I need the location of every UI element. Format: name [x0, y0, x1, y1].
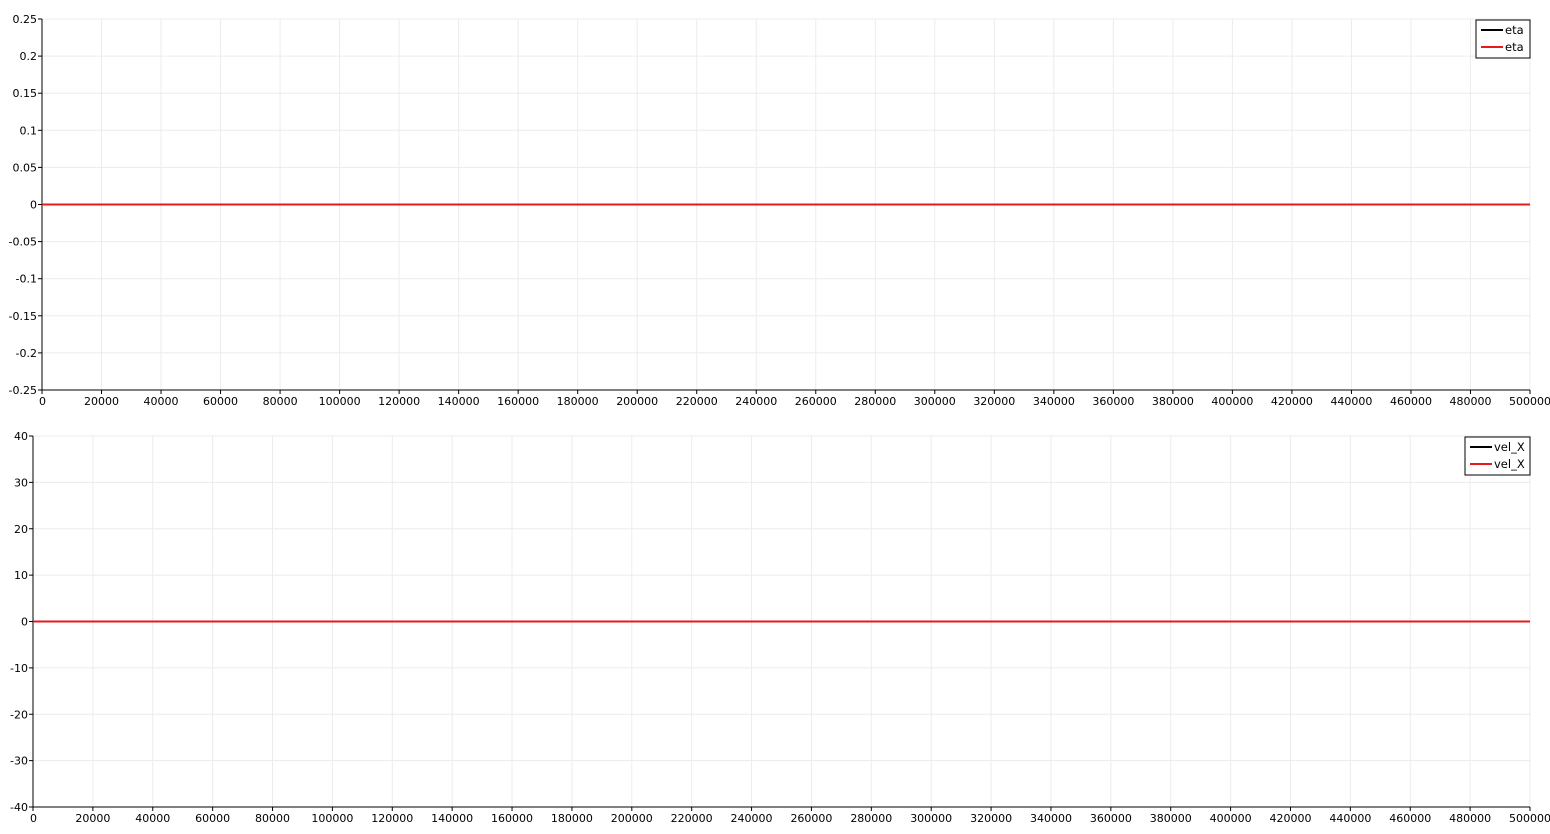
x-tick-label: 60000: [203, 395, 238, 408]
y-tick-label: -0.15: [9, 310, 37, 323]
legend-label: vel_X: [1494, 457, 1525, 471]
x-tick-label: 200000: [611, 812, 653, 825]
x-tick-label: 140000: [438, 395, 480, 408]
x-tick-label: 0: [39, 395, 46, 408]
y-tick-label: -0.1: [16, 273, 37, 286]
y-tick-label: -40: [10, 801, 28, 814]
x-tick-label: 100000: [319, 395, 361, 408]
x-tick-label: 400000: [1211, 395, 1253, 408]
legend-label: eta: [1505, 40, 1524, 54]
x-tick-label: 100000: [311, 812, 353, 825]
legend-label: eta: [1505, 23, 1524, 37]
x-tick-label: 440000: [1330, 395, 1372, 408]
y-tick-label: 0.25: [13, 13, 38, 26]
x-tick-label: 240000: [731, 812, 773, 825]
y-tick-label: 0.15: [13, 87, 38, 100]
x-tick-label: 220000: [671, 812, 713, 825]
x-tick-label: 400000: [1210, 812, 1252, 825]
x-tick-label: 40000: [144, 395, 179, 408]
x-tick-label: 480000: [1449, 395, 1491, 408]
y-tick-label: 0: [30, 199, 37, 212]
x-tick-label: 80000: [255, 812, 290, 825]
x-tick-label: 160000: [497, 395, 539, 408]
y-tick-label: -0.25: [9, 384, 37, 397]
x-tick-label: 60000: [195, 812, 230, 825]
x-tick-label: 160000: [491, 812, 533, 825]
x-tick-label: 480000: [1449, 812, 1491, 825]
y-tick-label: 0.05: [13, 161, 38, 174]
y-tick-label: 0.1: [20, 124, 38, 137]
y-tick-label: 0.2: [20, 50, 38, 63]
x-tick-label: 280000: [850, 812, 892, 825]
x-tick-label: 500000: [1509, 812, 1550, 825]
y-tick-label: 0: [21, 616, 28, 629]
legend-label: vel_X: [1494, 440, 1525, 454]
x-tick-label: 220000: [676, 395, 718, 408]
x-tick-label: 260000: [795, 395, 837, 408]
x-tick-label: 320000: [970, 812, 1012, 825]
y-tick-label: -10: [10, 662, 28, 675]
x-tick-label: 240000: [735, 395, 777, 408]
x-tick-label: 20000: [84, 395, 119, 408]
x-tick-label: 340000: [1030, 812, 1072, 825]
y-tick-label: 10: [14, 569, 28, 582]
x-tick-label: 300000: [910, 812, 952, 825]
y-tick-label: 30: [14, 476, 28, 489]
y-tick-label: 20: [14, 523, 28, 536]
y-tick-label: -20: [10, 708, 28, 721]
x-tick-label: 420000: [1269, 812, 1311, 825]
x-tick-label: 260000: [790, 812, 832, 825]
x-tick-label: 20000: [75, 812, 110, 825]
x-tick-label: 180000: [551, 812, 593, 825]
x-tick-label: 380000: [1152, 395, 1194, 408]
x-tick-label: 460000: [1389, 812, 1431, 825]
x-tick-label: 120000: [378, 395, 420, 408]
x-tick-label: 440000: [1329, 812, 1371, 825]
x-tick-label: 420000: [1271, 395, 1313, 408]
y-tick-label: -0.2: [16, 347, 37, 360]
x-tick-label: 320000: [973, 395, 1015, 408]
x-tick-label: 140000: [431, 812, 473, 825]
x-tick-label: 360000: [1092, 395, 1134, 408]
x-tick-label: 460000: [1390, 395, 1432, 408]
x-tick-label: 300000: [914, 395, 956, 408]
x-tick-label: 40000: [135, 812, 170, 825]
x-tick-label: 360000: [1090, 812, 1132, 825]
x-tick-label: 340000: [1033, 395, 1075, 408]
x-tick-label: 280000: [854, 395, 896, 408]
x-tick-label: 180000: [557, 395, 599, 408]
y-tick-label: -0.05: [9, 236, 37, 249]
x-tick-label: 80000: [263, 395, 298, 408]
x-tick-label: 120000: [371, 812, 413, 825]
legend-box: [1475, 19, 1531, 59]
eta-chart: 0.25 0.2 0.15 0.1 0.05 0 -0.05 -0.1 -0.15 -0.2 -0.…: [9, 13, 1550, 408]
x-tick-label: 0: [30, 812, 37, 825]
legend: eta eta: [1475, 19, 1531, 59]
x-tick-label: 200000: [616, 395, 658, 408]
y-tick-label: -30: [10, 755, 28, 768]
y-tick-label: 40: [14, 430, 28, 443]
x-tick-label: 380000: [1150, 812, 1192, 825]
x-tick-label: 500000: [1509, 395, 1550, 408]
legend-box: [1464, 436, 1531, 476]
legend: vel_X vel_X: [1464, 436, 1531, 476]
